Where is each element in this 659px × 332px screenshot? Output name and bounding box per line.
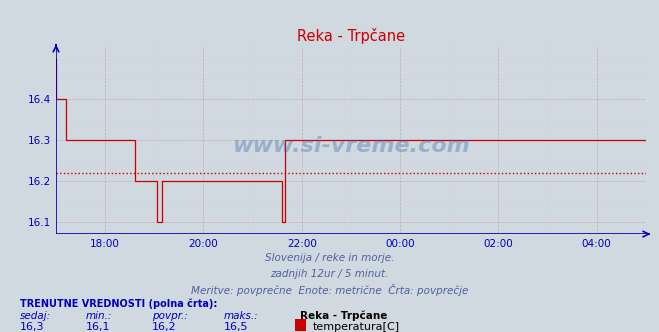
- Text: Slovenija / reke in morje.: Slovenija / reke in morje.: [265, 253, 394, 263]
- Text: Meritve: povprečne  Enote: metrične  Črta: povprečje: Meritve: povprečne Enote: metrične Črta:…: [191, 284, 468, 296]
- Text: zadnjih 12ur / 5 minut.: zadnjih 12ur / 5 minut.: [270, 269, 389, 279]
- Text: maks.:: maks.:: [224, 311, 259, 321]
- Text: TRENUTNE VREDNOSTI (polna črta):: TRENUTNE VREDNOSTI (polna črta):: [20, 298, 217, 309]
- Text: 16,2: 16,2: [152, 322, 176, 332]
- Text: povpr.:: povpr.:: [152, 311, 187, 321]
- Text: Reka - Trpčane: Reka - Trpčane: [300, 310, 387, 321]
- Text: 16,3: 16,3: [20, 322, 44, 332]
- Text: 16,5: 16,5: [224, 322, 248, 332]
- Title: Reka - Trpčane: Reka - Trpčane: [297, 28, 405, 44]
- Text: temperatura[C]: temperatura[C]: [313, 322, 400, 332]
- Text: 16,1: 16,1: [86, 322, 110, 332]
- Text: www.si-vreme.com: www.si-vreme.com: [232, 136, 470, 156]
- Text: sedaj:: sedaj:: [20, 311, 51, 321]
- Text: min.:: min.:: [86, 311, 112, 321]
